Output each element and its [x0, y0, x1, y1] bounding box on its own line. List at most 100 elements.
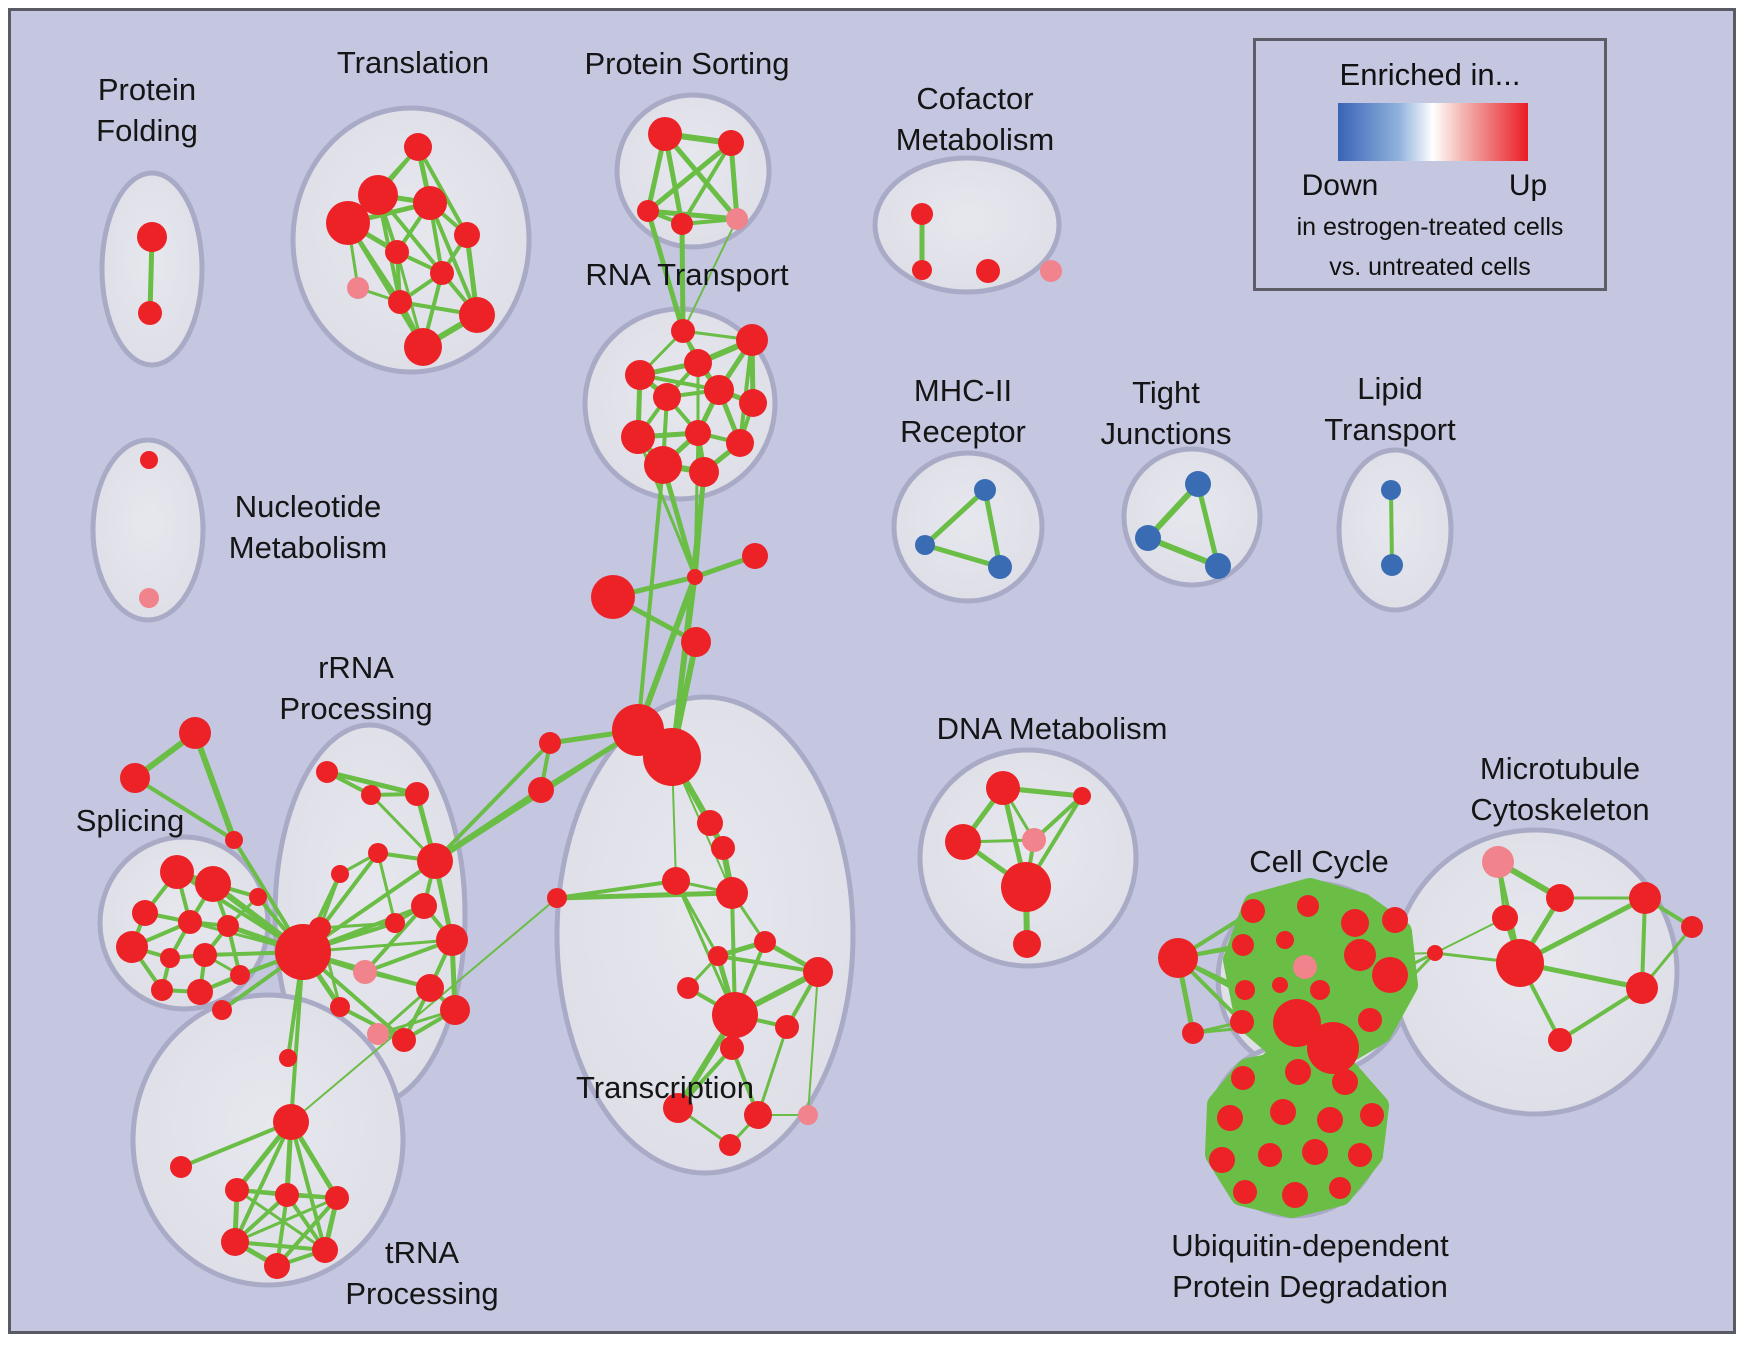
gene-set-node-t3-up-red	[225, 831, 243, 849]
gene-set-node-tn3-up-red	[325, 1186, 349, 1210]
gene-set-node-sp5-up-red	[217, 915, 239, 937]
gene-set-node-tl7-up-red	[430, 261, 454, 285]
gene-set-node-dn6-up-red	[1013, 930, 1041, 958]
gene-set-node-r17-up-red	[212, 1000, 232, 1020]
gene-set-node-cn4-up-red	[681, 627, 711, 657]
gene-set-node-tj2-down-blue	[1135, 525, 1161, 551]
cluster-label-cell-cycle: Cell Cycle	[1249, 844, 1389, 879]
legend-caption-line1: in estrogen-treated cells	[1296, 213, 1564, 241]
gene-set-node-cc0-up-red	[1158, 938, 1198, 978]
gene-set-node-tr6-up-red	[708, 946, 728, 966]
gene-set-node-ub4-up-red	[1217, 1105, 1243, 1131]
gene-set-node-tr7-up-red	[677, 977, 699, 999]
cluster-label-transcription: Transcription	[576, 1070, 754, 1105]
gene-set-node-rt1-up-red	[671, 319, 695, 343]
gene-set-node-cc16-up-red	[1358, 1008, 1382, 1032]
enrichment-edge-lf-th	[290, 897, 558, 1123]
gene-set-node-cc6-up-red	[1276, 931, 1294, 949]
gene-set-node-r12-up-red	[440, 995, 470, 1025]
gene-set-node-tl9-up-red	[388, 290, 412, 314]
gene-set-node-rt4-up-red	[684, 349, 712, 377]
gene-set-node-mh1-down-blue	[974, 479, 996, 501]
gene-set-node-r10-up-red	[436, 924, 468, 956]
gene-set-node-cc15-up-red	[1307, 1022, 1359, 1074]
gene-set-node-tr2-up-red	[711, 836, 735, 860]
cluster-label-ubiquitin-degradation: Ubiquitin-dependent Protein Degradation	[1171, 1228, 1449, 1304]
gene-set-node-ti-up-red	[170, 1156, 192, 1178]
gene-set-node-tn6-up-red	[264, 1253, 290, 1279]
enrichment-edge-rt10-cn1	[660, 462, 698, 580]
cluster-label-protein-folding: Protein Folding	[96, 72, 198, 148]
enrichment-edge-t2-t3	[133, 776, 236, 842]
cluster-label-microtubule-cytoskeleton: Microtubule Cytoskeleton	[1470, 751, 1649, 827]
gene-set-node-tr14-weak-up-pink	[798, 1105, 818, 1125]
gene-set-node-tn1-up-red	[225, 1178, 249, 1202]
enrichment-edge-mc4-mc3	[1434, 917, 1506, 954]
gene-set-node-hb2-up-red	[643, 728, 701, 786]
gene-set-node-ub2-up-red	[1285, 1059, 1311, 1085]
enrichment-edge-mh1-mh3	[982, 487, 1003, 570]
gene-set-node-mc4-up-red	[1427, 945, 1443, 961]
gene-set-node-ub7-up-red	[1360, 1103, 1384, 1127]
gene-set-node-cc13-up-red	[1230, 1010, 1254, 1034]
gene-set-node-cf3-up-red	[976, 259, 1000, 283]
enrichment-edge-r4-r16	[376, 851, 397, 925]
gene-set-node-r1-up-red	[316, 761, 338, 783]
enrichment-edge-s1-r5	[433, 741, 552, 863]
gene-set-node-tl1-up-red	[404, 133, 432, 161]
gene-set-node-sp9-up-red	[151, 979, 173, 1001]
gene-set-node-ps1-up-red	[648, 117, 682, 151]
gene-set-node-ub5-up-red	[1270, 1099, 1296, 1125]
legend-gradient-bar	[1338, 103, 1528, 161]
gene-set-node-t1-up-red	[179, 717, 211, 749]
gene-set-node-r5-up-red	[417, 843, 453, 879]
enrichment-edge-lf-tr4	[554, 890, 735, 901]
gene-set-node-ps3-up-red	[637, 200, 659, 222]
cluster-ellipse-cofactor-metabolism	[872, 155, 1062, 295]
gene-set-node-r14-up-red	[330, 997, 350, 1017]
gene-set-node-nm1-up-red	[140, 451, 158, 469]
gene-set-node-mc2-up-red	[1546, 884, 1574, 912]
gene-set-node-r16-up-red	[385, 913, 405, 933]
gene-set-node-sp11-up-red	[230, 965, 250, 985]
node-layer	[116, 117, 1703, 1279]
enrichment-edge-th-tn4	[233, 1120, 293, 1244]
gene-set-node-r4-up-red	[368, 843, 388, 863]
cluster-label-cofactor-metabolism: Cofactor Metabolism	[896, 81, 1055, 157]
gene-set-node-cc5-up-red	[1232, 934, 1254, 956]
enrichment-edge-mh2-mh3	[922, 542, 1003, 570]
gene-set-node-tj1-down-blue	[1185, 471, 1211, 497]
gene-set-node-mc7-up-red	[1681, 916, 1703, 938]
gene-set-node-r6-up-red	[331, 865, 349, 883]
gene-set-node-rt9-up-red	[685, 420, 711, 446]
enrichment-edge-th-ti	[179, 1120, 293, 1169]
gene-set-node-cc2-up-red	[1297, 895, 1319, 917]
gene-set-node-s2-up-red	[528, 777, 554, 803]
gene-set-node-rt2-up-red	[736, 324, 768, 356]
gene-set-node-ub12-up-red	[1233, 1180, 1257, 1204]
cluster-label-translation: Translation	[337, 45, 489, 80]
gene-set-node-r11-up-red	[416, 974, 444, 1002]
gene-set-node-dn2-up-red	[1073, 787, 1091, 805]
gene-set-node-tl4-up-red	[326, 201, 370, 245]
gene-set-node-s1-up-red	[539, 732, 561, 754]
gene-set-node-sp2-up-red	[195, 866, 231, 902]
gene-set-node-sp4-up-red	[178, 910, 202, 934]
gene-set-node-cc14-up-red	[1273, 999, 1321, 1047]
gene-set-node-ub11-up-red	[1348, 1143, 1372, 1167]
gene-set-node-tl5-up-red	[454, 222, 480, 248]
cluster-ellipse-lipid-transport	[1336, 447, 1454, 613]
enrichment-edge-ps3-rt1	[645, 208, 686, 334]
cluster-label-rna-transport: RNA Transport	[585, 257, 789, 292]
gene-set-node-tn4-up-red	[221, 1228, 249, 1256]
cluster-label-trna-processing: tRNA Processing	[345, 1235, 498, 1311]
gene-set-node-mc8-up-red	[1626, 972, 1658, 1004]
gene-set-node-rt5-up-red	[653, 383, 681, 411]
cluster-ellipse-tight-junctions	[1121, 446, 1263, 588]
gene-set-node-cc12-up-red	[1310, 980, 1330, 1000]
gene-set-node-ub1-up-red	[1231, 1066, 1255, 1090]
gene-set-node-cn2-up-red	[742, 543, 768, 569]
gene-set-node-cc1-up-red	[1241, 899, 1265, 923]
gene-set-node-r9-up-red	[411, 893, 437, 919]
gene-set-node-r2-up-red	[361, 785, 381, 805]
